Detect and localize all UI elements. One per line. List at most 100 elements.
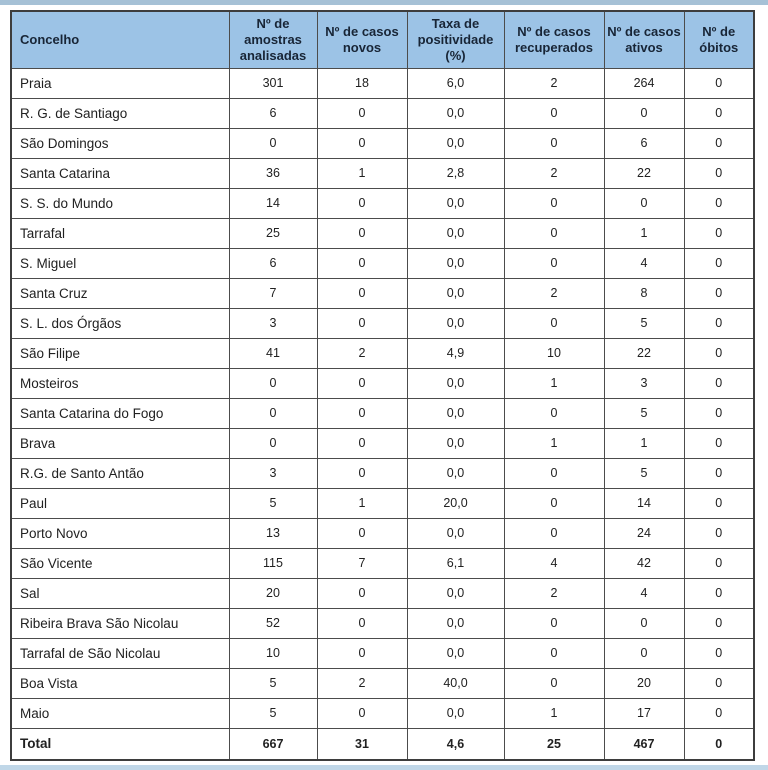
value-cell: 4 bbox=[503, 547, 605, 579]
value-cell: 0 bbox=[503, 397, 605, 429]
value-cell: 0,0 bbox=[406, 217, 505, 249]
value-cell: 0,0 bbox=[406, 457, 505, 489]
table-row: Ribeira Brava São Nicolau 52 0 0,0 0 0 0 bbox=[10, 607, 755, 639]
value-cell: 0 bbox=[503, 457, 605, 489]
value-cell: 0 bbox=[683, 457, 755, 489]
value-cell: 5 bbox=[603, 457, 685, 489]
value-cell: 2 bbox=[503, 577, 605, 609]
value-cell: 25 bbox=[503, 727, 605, 761]
table-row: Brava 0 0 0,0 1 1 0 bbox=[10, 427, 755, 459]
value-cell: 22 bbox=[603, 157, 685, 189]
value-cell: 5 bbox=[228, 697, 318, 729]
concelho-name: Ribeira Brava São Nicolau bbox=[10, 607, 230, 639]
value-cell: 52 bbox=[228, 607, 318, 639]
value-cell: 0 bbox=[683, 337, 755, 369]
value-cell: 0 bbox=[503, 667, 605, 699]
value-cell: 0 bbox=[683, 247, 755, 279]
value-cell: 0 bbox=[683, 187, 755, 219]
value-cell: 4,9 bbox=[406, 337, 505, 369]
value-cell: 0,0 bbox=[406, 97, 505, 129]
value-cell: 10 bbox=[503, 337, 605, 369]
concelho-name: São Domingos bbox=[10, 127, 230, 159]
value-cell: 0 bbox=[603, 187, 685, 219]
value-cell: 5 bbox=[603, 397, 685, 429]
value-cell: 1 bbox=[603, 427, 685, 459]
value-cell: 0 bbox=[316, 457, 408, 489]
value-cell: 8 bbox=[603, 277, 685, 309]
value-cell: 0 bbox=[503, 217, 605, 249]
value-cell: 0,0 bbox=[406, 127, 505, 159]
value-cell: 0 bbox=[503, 127, 605, 159]
concelho-name: S. Miguel bbox=[10, 247, 230, 279]
value-cell: 1 bbox=[503, 427, 605, 459]
value-cell: 1 bbox=[603, 217, 685, 249]
value-cell: 115 bbox=[228, 547, 318, 579]
value-cell: 20,0 bbox=[406, 487, 505, 519]
value-cell: 0 bbox=[316, 277, 408, 309]
value-cell: 0 bbox=[683, 367, 755, 399]
value-cell: 0 bbox=[683, 67, 755, 99]
concelho-name: S. L. dos Órgãos bbox=[10, 307, 230, 339]
value-cell: 0 bbox=[683, 397, 755, 429]
value-cell: 0 bbox=[683, 97, 755, 129]
value-cell: 0,0 bbox=[406, 187, 505, 219]
top-divider-strip bbox=[0, 0, 768, 5]
header-cell: Nº de casos ativos bbox=[603, 10, 685, 69]
table-row: Paul 5 1 20,0 0 14 0 bbox=[10, 487, 755, 519]
header-cell: Taxa de positividade (%) bbox=[406, 10, 505, 69]
value-cell: 0 bbox=[683, 667, 755, 699]
value-cell: 5 bbox=[603, 307, 685, 339]
value-cell: 0 bbox=[683, 157, 755, 189]
value-cell: 0 bbox=[316, 397, 408, 429]
value-cell: 14 bbox=[603, 487, 685, 519]
value-cell: 0 bbox=[603, 607, 685, 639]
value-cell: 3 bbox=[228, 307, 318, 339]
header-cell: Concelho bbox=[10, 10, 230, 69]
value-cell: 2,8 bbox=[406, 157, 505, 189]
concelho-name: Brava bbox=[10, 427, 230, 459]
value-cell: 0 bbox=[316, 637, 408, 669]
value-cell: 17 bbox=[603, 697, 685, 729]
value-cell: 0 bbox=[316, 607, 408, 639]
value-cell: 0 bbox=[603, 637, 685, 669]
value-cell: 0 bbox=[683, 427, 755, 459]
concelho-name: São Vicente bbox=[10, 547, 230, 579]
value-cell: 0,0 bbox=[406, 277, 505, 309]
total-row: Total 667 31 4,6 25 467 0 bbox=[10, 727, 755, 761]
value-cell: 467 bbox=[603, 727, 685, 761]
value-cell: 0,0 bbox=[406, 607, 505, 639]
value-cell: 7 bbox=[316, 547, 408, 579]
value-cell: 2 bbox=[316, 337, 408, 369]
value-cell: 0 bbox=[503, 637, 605, 669]
value-cell: 0 bbox=[683, 307, 755, 339]
value-cell: 0 bbox=[503, 187, 605, 219]
table-row: Mosteiros 0 0 0,0 1 3 0 bbox=[10, 367, 755, 399]
value-cell: 301 bbox=[228, 67, 318, 99]
concelho-name: Santa Cruz bbox=[10, 277, 230, 309]
value-cell: 1 bbox=[503, 697, 605, 729]
concelho-name: Maio bbox=[10, 697, 230, 729]
concelho-name: Sal bbox=[10, 577, 230, 609]
table-row: Santa Cruz 7 0 0,0 2 8 0 bbox=[10, 277, 755, 309]
value-cell: 0 bbox=[316, 127, 408, 159]
value-cell: 5 bbox=[228, 487, 318, 519]
value-cell: 0,0 bbox=[406, 427, 505, 459]
value-cell: 0 bbox=[316, 247, 408, 279]
value-cell: 0,0 bbox=[406, 247, 505, 279]
value-cell: 22 bbox=[603, 337, 685, 369]
value-cell: 0 bbox=[316, 217, 408, 249]
value-cell: 1 bbox=[316, 157, 408, 189]
value-cell: 0 bbox=[228, 397, 318, 429]
value-cell: 0,0 bbox=[406, 367, 505, 399]
value-cell: 0 bbox=[316, 577, 408, 609]
value-cell: 0 bbox=[683, 607, 755, 639]
table-row: Tarrafal de São Nicolau 10 0 0,0 0 0 0 bbox=[10, 637, 755, 669]
value-cell: 0 bbox=[316, 427, 408, 459]
concelho-name: Tarrafal bbox=[10, 217, 230, 249]
value-cell: 14 bbox=[228, 187, 318, 219]
value-cell: 0 bbox=[683, 727, 755, 761]
value-cell: 0 bbox=[683, 547, 755, 579]
value-cell: 0 bbox=[316, 697, 408, 729]
table-row: São Filipe 41 2 4,9 10 22 0 bbox=[10, 337, 755, 369]
table-row: S. S. do Mundo 14 0 0,0 0 0 0 bbox=[10, 187, 755, 219]
